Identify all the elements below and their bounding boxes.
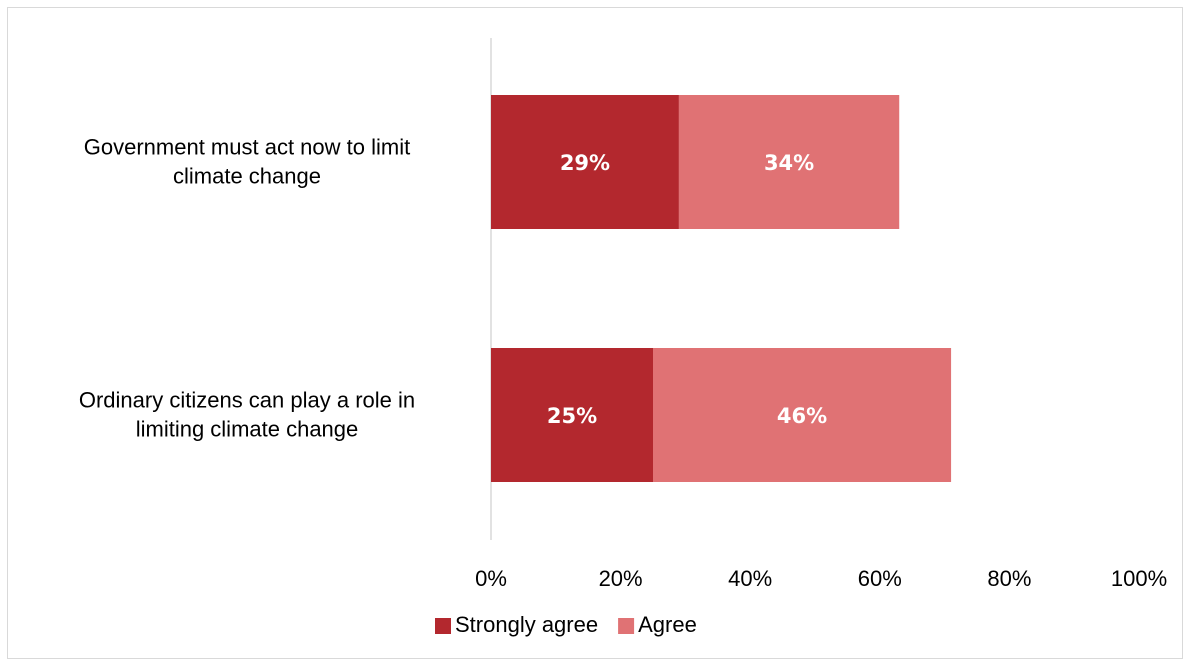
x-tick-label-2: 40% bbox=[728, 566, 772, 591]
bar-strongly-agree-0 bbox=[491, 95, 679, 229]
x-tick-label-3: 60% bbox=[858, 566, 902, 591]
bars-group: 29% 34% 25% 46% bbox=[491, 95, 952, 482]
legend-swatch-agree bbox=[618, 618, 635, 634]
data-label-agree-1: 46% bbox=[777, 404, 827, 428]
x-tick-label-4: 80% bbox=[987, 566, 1031, 591]
legend: Strongly agree Agree bbox=[435, 612, 697, 637]
x-tick-label-5: 100% bbox=[1111, 566, 1167, 591]
data-label-agree-0: 34% bbox=[764, 151, 814, 175]
category-labels-group: Government must act now to limit climate … bbox=[79, 135, 415, 442]
bar-strongly-agree-1 bbox=[491, 348, 653, 482]
legend-swatch-strongly-agree bbox=[435, 618, 451, 634]
x-tick-label-1: 20% bbox=[599, 566, 643, 591]
bar-agree-0 bbox=[678, 95, 900, 229]
category-label-0: Government must act now to limit climate … bbox=[84, 135, 410, 189]
legend-label-agree: Agree bbox=[638, 612, 697, 637]
category-label-1: Ordinary citizens can play a role in limi… bbox=[79, 388, 415, 442]
data-label-strongly-agree-1: 25% bbox=[547, 404, 597, 428]
legend-label-strongly-agree: Strongly agree bbox=[455, 612, 598, 637]
bar-agree-1 bbox=[653, 348, 952, 482]
data-label-strongly-agree-0: 29% bbox=[560, 151, 610, 175]
x-tick-labels-group: 0% 20% 40% 60% 80% 100% bbox=[475, 566, 1167, 591]
x-tick-label-0: 0% bbox=[475, 566, 507, 591]
